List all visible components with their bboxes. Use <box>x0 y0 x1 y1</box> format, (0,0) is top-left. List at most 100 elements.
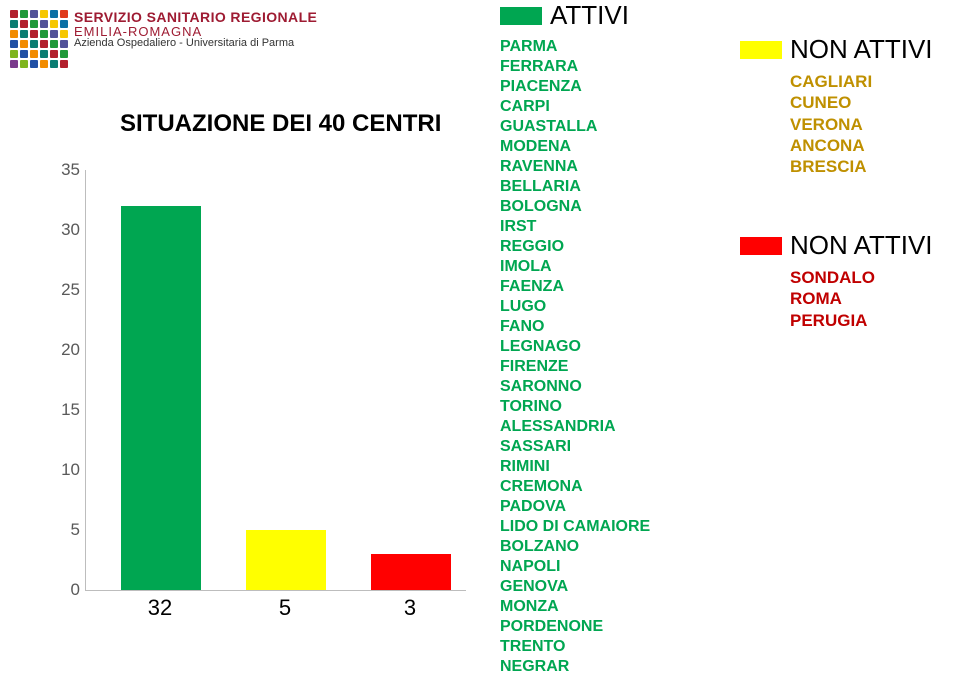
list-item: LIDO DI CAMAIORE <box>500 517 720 537</box>
list-item: BELLARIA <box>500 177 720 197</box>
list-item: SARONNO <box>500 377 720 397</box>
logo-dot <box>20 50 28 58</box>
list-item: BOLZANO <box>500 537 720 557</box>
header-line1: SERVIZIO SANITARIO REGIONALE <box>74 10 317 25</box>
red-swatch <box>740 237 782 255</box>
logo-dot <box>40 60 48 68</box>
yellow-title: NON ATTIVI <box>790 34 933 65</box>
logo-dot <box>10 20 18 28</box>
logo-dot <box>50 50 58 58</box>
list-item: RIMINI <box>500 457 720 477</box>
list-item: TORINO <box>500 397 720 417</box>
logo-dot <box>60 40 68 48</box>
y-tick: 15 <box>30 400 80 420</box>
bar <box>371 554 451 590</box>
header-line3: Azienda Ospedaliero - Universitaria di P… <box>74 38 317 50</box>
nonactive-red-column: NON ATTIVI SONDALOROMAPERUGIA <box>740 230 950 331</box>
logo-dot <box>10 50 18 58</box>
logo-dot <box>50 20 58 28</box>
logo-dot <box>40 20 48 28</box>
y-tick: 25 <box>30 280 80 300</box>
active-legend-head: ATTIVI <box>500 0 720 31</box>
list-item: MODENA <box>500 137 720 157</box>
active-column: ATTIVI PARMAFERRARAPIACENZACARPIGUASTALL… <box>500 0 720 677</box>
logo-dot <box>10 30 18 38</box>
logo-dot <box>30 60 38 68</box>
list-item: ANCONA <box>790 135 950 156</box>
list-item: FANO <box>500 317 720 337</box>
list-item: REGGIO <box>500 237 720 257</box>
bar <box>246 530 326 590</box>
logo-dot <box>20 10 28 18</box>
chart-title: SITUAZIONE DEI 40 CENTRI <box>120 110 441 138</box>
list-item: GENOVA <box>500 577 720 597</box>
active-list: PARMAFERRARAPIACENZACARPIGUASTALLAMODENA… <box>500 37 720 677</box>
list-item: NAPOLI <box>500 557 720 577</box>
bar <box>121 206 201 590</box>
logo-dot <box>10 60 18 68</box>
logo-dot <box>60 30 68 38</box>
yellow-legend-head: NON ATTIVI <box>740 34 950 65</box>
logo-dot <box>20 20 28 28</box>
nonactive-yellow-column: NON ATTIVI CAGLIARICUNEOVERONAANCONABRES… <box>740 34 950 177</box>
logo-dot <box>40 40 48 48</box>
header-text: SERVIZIO SANITARIO REGIONALE EMILIA-ROMA… <box>74 10 317 50</box>
list-item: FIRENZE <box>500 357 720 377</box>
plot-area <box>85 170 466 591</box>
list-item: PARMA <box>500 37 720 57</box>
list-item: IRST <box>500 217 720 237</box>
red-legend-head: NON ATTIVI <box>740 230 950 261</box>
logo-dot <box>50 60 58 68</box>
bar-value: 32 <box>120 595 200 621</box>
header: SERVIZIO SANITARIO REGIONALE EMILIA-ROMA… <box>10 10 317 68</box>
logo-dot <box>40 30 48 38</box>
logo-dot <box>30 10 38 18</box>
yellow-list: CAGLIARICUNEOVERONAANCONABRESCIA <box>790 71 950 177</box>
active-swatch <box>500 7 542 25</box>
list-item: ALESSANDRIA <box>500 417 720 437</box>
y-tick: 35 <box>30 160 80 180</box>
y-tick: 30 <box>30 220 80 240</box>
list-item: BOLOGNA <box>500 197 720 217</box>
list-item: PERUGIA <box>790 310 950 331</box>
yellow-swatch <box>740 41 782 59</box>
logo-dot <box>50 30 58 38</box>
logo-dot <box>30 20 38 28</box>
y-axis: 05101520253035 <box>30 170 80 590</box>
list-item: FAENZA <box>500 277 720 297</box>
list-item: VERONA <box>790 114 950 135</box>
list-item: TRENTO <box>500 637 720 657</box>
list-item: RAVENNA <box>500 157 720 177</box>
y-tick: 5 <box>30 520 80 540</box>
logo-dot <box>50 10 58 18</box>
list-item: PORDENONE <box>500 617 720 637</box>
list-item: IMOLA <box>500 257 720 277</box>
list-item: SASSARI <box>500 437 720 457</box>
list-item: CAGLIARI <box>790 71 950 92</box>
logo-dot <box>10 10 18 18</box>
list-item: GUASTALLA <box>500 117 720 137</box>
logo-dot <box>60 20 68 28</box>
header-line2: EMILIA-ROMAGNA <box>74 25 317 39</box>
logo-dot <box>20 30 28 38</box>
org-logo <box>10 10 68 68</box>
list-item: BRESCIA <box>790 156 950 177</box>
bar-value: 5 <box>245 595 325 621</box>
active-title: ATTIVI <box>550 0 629 31</box>
list-item: ROMA <box>790 288 950 309</box>
bar-chart: SITUAZIONE DEI 40 CENTRI 05101520253035 … <box>30 100 480 640</box>
logo-dot <box>40 50 48 58</box>
list-item: PIACENZA <box>500 77 720 97</box>
logo-dot <box>60 50 68 58</box>
logo-dot <box>30 30 38 38</box>
list-item: CUNEO <box>790 92 950 113</box>
logo-dot <box>20 40 28 48</box>
logo-dot <box>30 40 38 48</box>
logo-dot <box>40 10 48 18</box>
list-item: LEGNAGO <box>500 337 720 357</box>
logo-dot <box>20 60 28 68</box>
red-list: SONDALOROMAPERUGIA <box>790 267 950 331</box>
logo-dot <box>50 40 58 48</box>
list-item: MONZA <box>500 597 720 617</box>
list-item: CARPI <box>500 97 720 117</box>
